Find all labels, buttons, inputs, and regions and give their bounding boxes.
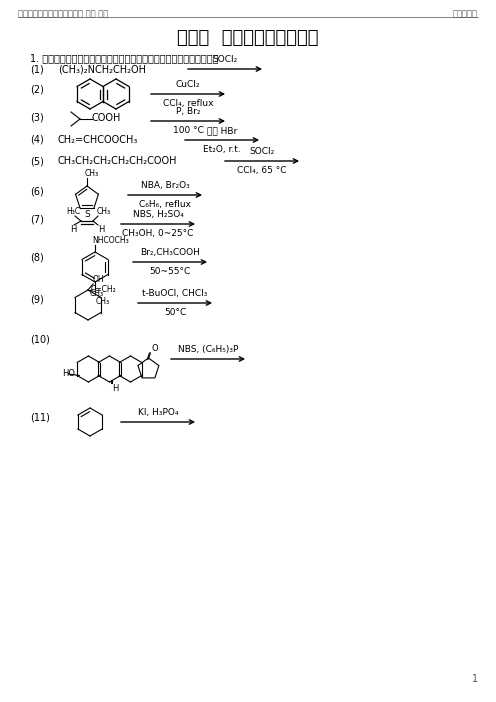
Text: t-BuOCl, CHCl₃: t-BuOCl, CHCl₃ bbox=[142, 289, 208, 298]
Text: (11): (11) bbox=[30, 413, 50, 423]
Text: C₆H₆, reflux: C₆H₆, reflux bbox=[139, 200, 191, 209]
Text: 50~55°C: 50~55°C bbox=[149, 267, 190, 276]
Text: CH₃OH, 0~25°C: CH₃OH, 0~25°C bbox=[123, 229, 193, 238]
Text: C=CH₂: C=CH₂ bbox=[91, 284, 117, 293]
Text: CCl₄, reflux: CCl₄, reflux bbox=[163, 99, 213, 108]
Text: (CH₃)₂NCH₂CH₂OH: (CH₃)₂NCH₂CH₂OH bbox=[58, 64, 146, 74]
Text: 第一章  卤化反应习题及答案: 第一章 卤化反应习题及答案 bbox=[177, 29, 319, 47]
Text: CuCl₂: CuCl₂ bbox=[176, 80, 200, 89]
Text: CH₃: CH₃ bbox=[97, 206, 111, 216]
Text: 100 °C: 100 °C bbox=[173, 126, 203, 135]
Text: Et₂O, r.t.: Et₂O, r.t. bbox=[203, 145, 241, 154]
Text: SOCl₂: SOCl₂ bbox=[212, 55, 238, 64]
Text: NBS, H₂SO₄: NBS, H₂SO₄ bbox=[132, 210, 184, 219]
Text: HO: HO bbox=[62, 369, 75, 378]
Text: (5): (5) bbox=[30, 156, 44, 166]
Text: CH₃: CH₃ bbox=[85, 169, 99, 178]
Text: H: H bbox=[70, 225, 76, 234]
Text: COOH: COOH bbox=[92, 113, 122, 123]
Text: 习题及答案: 习题及答案 bbox=[453, 9, 478, 18]
Text: H: H bbox=[98, 225, 104, 234]
Text: NBA, Br₂O₃: NBA, Br₂O₃ bbox=[141, 181, 189, 190]
Text: (7): (7) bbox=[30, 215, 44, 225]
Text: 干燥 HBr: 干燥 HBr bbox=[207, 126, 237, 135]
Text: (4): (4) bbox=[30, 135, 44, 145]
Text: CH₃: CH₃ bbox=[96, 297, 110, 306]
Text: 1: 1 bbox=[472, 674, 478, 684]
Text: SOCl₂: SOCl₂ bbox=[249, 147, 275, 156]
Text: (8): (8) bbox=[30, 253, 44, 263]
Text: (6): (6) bbox=[30, 186, 44, 196]
Text: H₃C: H₃C bbox=[66, 206, 80, 216]
Text: CH₃: CH₃ bbox=[90, 289, 104, 298]
Text: KI, H₃PO₄: KI, H₃PO₄ bbox=[138, 408, 178, 417]
Text: P, Br₂: P, Br₂ bbox=[176, 107, 200, 116]
Text: NBS, (C₆H₅)₃P: NBS, (C₆H₅)₃P bbox=[178, 345, 238, 354]
Text: (9): (9) bbox=[30, 294, 44, 304]
Text: H: H bbox=[113, 384, 119, 393]
Text: CH₂=CHCOOCH₃: CH₂=CHCOOCH₃ bbox=[58, 135, 138, 145]
Text: CH₃CH₂CH₂CH₂CH₂COOH: CH₃CH₂CH₂CH₂CH₂COOH bbox=[58, 156, 178, 166]
Text: (2): (2) bbox=[30, 85, 44, 95]
Text: NHCOCH₃: NHCOCH₃ bbox=[92, 236, 129, 245]
Text: Br₂,CH₃COOH: Br₂,CH₃COOH bbox=[140, 248, 200, 257]
Text: 1. 根据以下指定原料、试剂和反应条件，写出其合成反应的主要产物。: 1. 根据以下指定原料、试剂和反应条件，写出其合成反应的主要产物。 bbox=[30, 53, 219, 63]
Text: CCl₄, 65 °C: CCl₄, 65 °C bbox=[237, 166, 287, 175]
Text: （药物合成反应）（第三版） 闻韧 主编: （药物合成反应）（第三版） 闻韧 主编 bbox=[18, 9, 108, 18]
Text: OH: OH bbox=[93, 275, 105, 284]
Text: O: O bbox=[151, 344, 158, 353]
Text: S: S bbox=[84, 210, 90, 219]
Text: (3): (3) bbox=[30, 112, 44, 122]
Text: (10): (10) bbox=[30, 334, 50, 344]
Text: (1): (1) bbox=[30, 64, 44, 74]
Text: 50°C: 50°C bbox=[164, 308, 186, 317]
